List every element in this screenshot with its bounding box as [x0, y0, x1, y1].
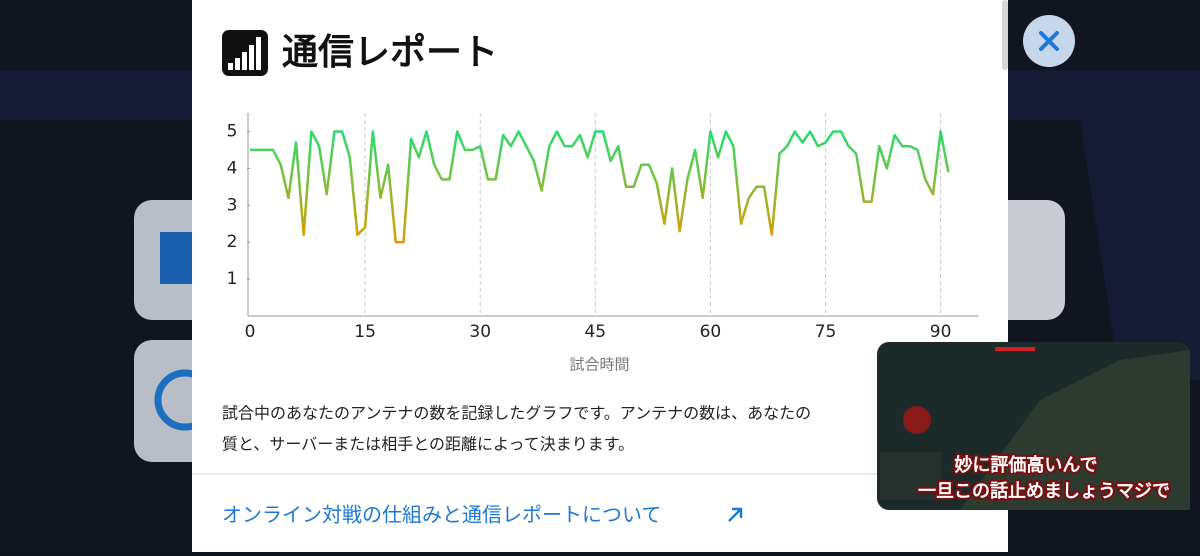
x-axis-label: 試合時間 — [569, 356, 629, 374]
description-line: 試合中のあなたのアンテナの数を記録したグラフです。アンテナの数は、あなたの — [222, 404, 811, 423]
y-tick-label: 5 — [227, 121, 238, 141]
subtitles: 妙に評価高いんで 一旦この話止めましょうマジで — [916, 452, 1172, 504]
modal — [192, 0, 1008, 556]
help-link[interactable]: オンライン対戦の仕組みと通信レポートについて — [222, 503, 661, 527]
video-avatar — [903, 406, 931, 434]
description-line: 質と、サーバーまたは相手との距離によって決まります。 — [222, 435, 634, 454]
card-icon — [160, 232, 194, 284]
y-tick-label: 1 — [227, 269, 238, 289]
video-inset — [880, 452, 942, 500]
subtitle-line: 妙に評価高いんで — [954, 454, 1097, 476]
x-tick-label: 30 — [469, 322, 491, 342]
y-tick-label: 2 — [227, 232, 238, 252]
x-tick-label: 15 — [354, 322, 376, 342]
title: 通信レポート — [282, 31, 498, 73]
close-icon — [1039, 31, 1059, 51]
y-tick-label: 3 — [227, 195, 238, 215]
side-card[interactable] — [990, 200, 1065, 320]
x-tick-label: 75 — [815, 322, 837, 342]
scrollbar — [1002, 0, 1008, 70]
external-link-icon — [728, 507, 743, 522]
x-tick-label: 90 — [930, 322, 952, 342]
signal-bars — [228, 37, 261, 70]
data-line — [250, 130, 950, 244]
x-tick-label: 0 — [245, 322, 256, 342]
y-tick-label: 4 — [227, 158, 238, 178]
video-bar — [995, 347, 1035, 351]
x-tick-label: 45 — [584, 322, 606, 342]
subtitle-line: 一旦この話止めましょうマジで — [918, 480, 1170, 502]
video-scene — [960, 350, 1190, 510]
bg-shape — [0, 70, 1200, 380]
x-tick-label: 60 — [700, 322, 722, 342]
